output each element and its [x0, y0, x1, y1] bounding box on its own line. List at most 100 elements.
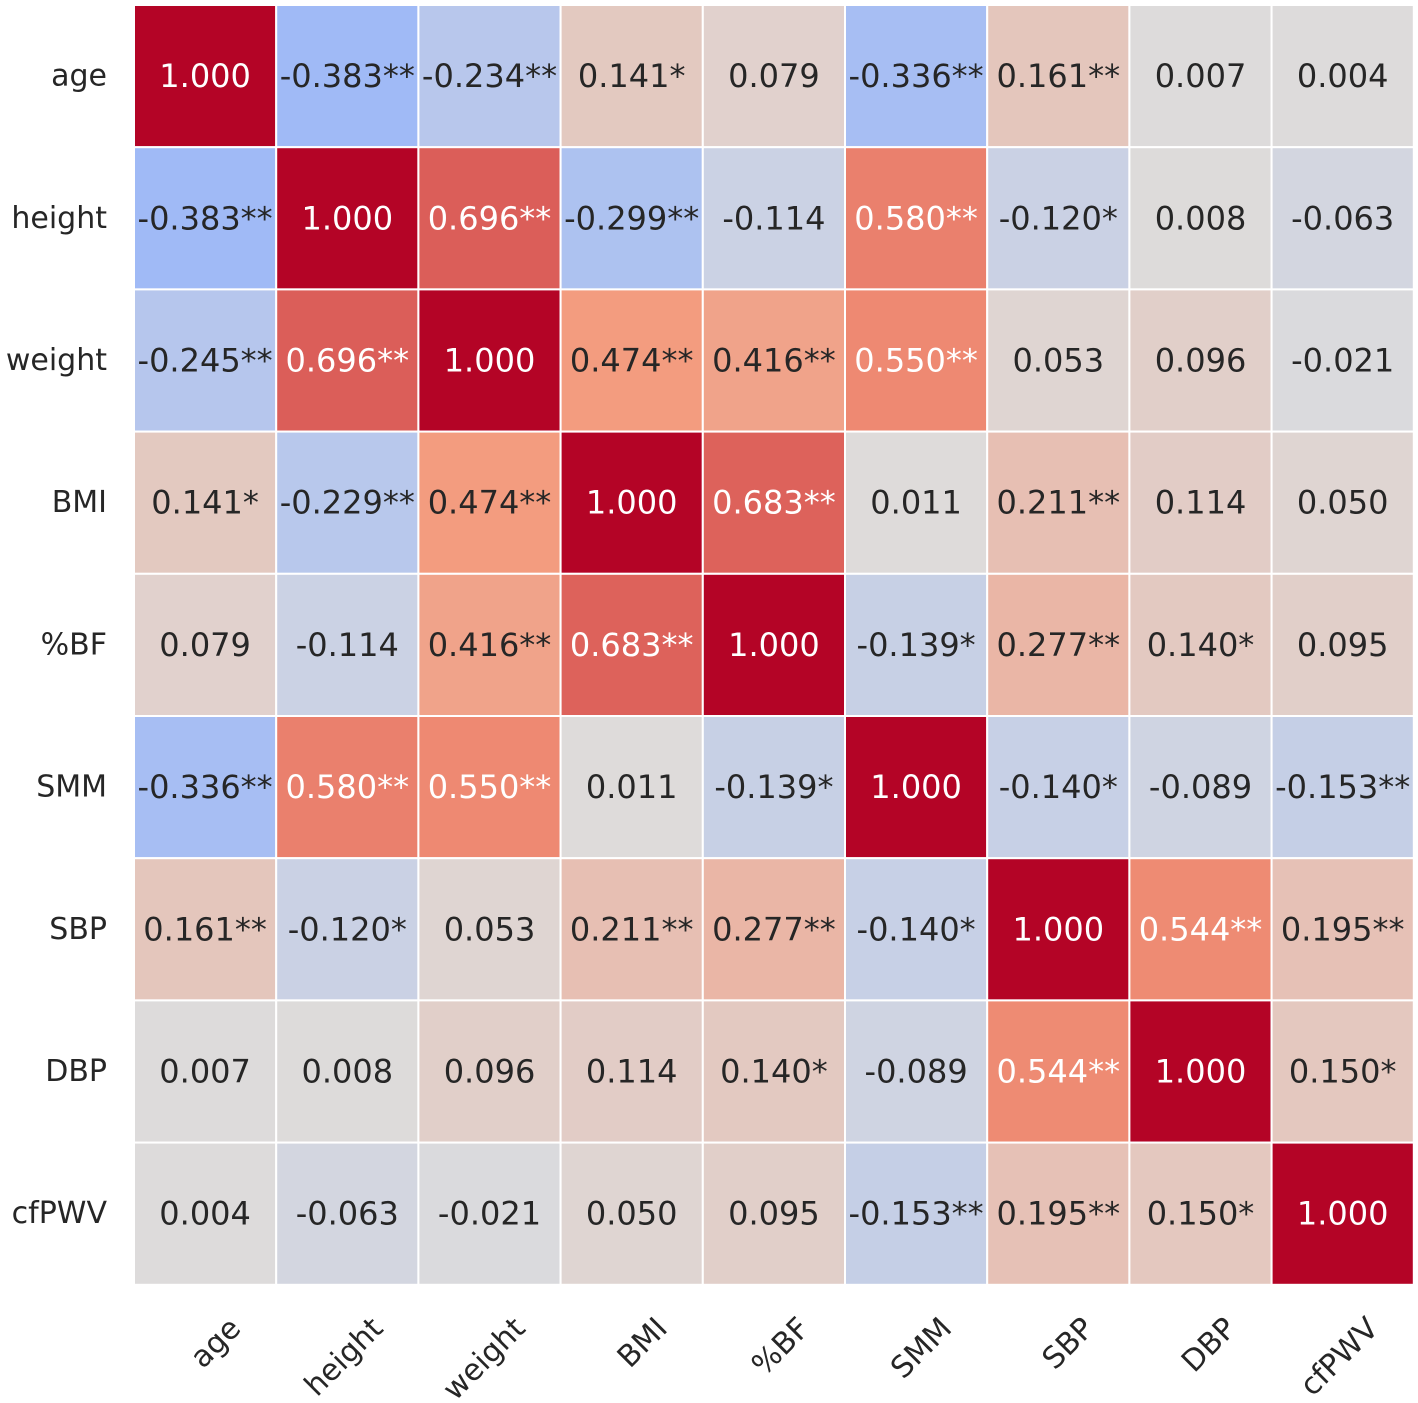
- heatmap-cell-weight-weight: [417, 288, 562, 433]
- heatmap-cell-cfPWV-BMI: [559, 1141, 704, 1286]
- heatmap-cell-weight-SBP: [986, 288, 1131, 433]
- heatmap-cell-%BF-height: [275, 572, 420, 717]
- heatmap-cell-SMM-age: [133, 715, 278, 860]
- cell-annotation: 1.000: [728, 626, 820, 664]
- cell-annotation: 0.095: [728, 1195, 820, 1233]
- cell-annotation: 1.000: [301, 199, 393, 237]
- heatmap-cell-SMM-height: [275, 715, 420, 860]
- cell-annotation: 1.000: [586, 484, 678, 522]
- cell-annotation: -0.383**: [138, 199, 273, 237]
- row-label-height: height: [11, 201, 107, 236]
- cell-annotation: -0.063: [296, 1195, 399, 1233]
- cell-annotation: -0.139*: [714, 768, 833, 806]
- cell-annotation: -0.089: [865, 1053, 968, 1091]
- cell-annotation: -0.120*: [999, 199, 1118, 237]
- heatmap-cell-BMI-height: [275, 430, 420, 575]
- cell-annotation: 0.140*: [1147, 626, 1255, 664]
- column-label-cfPWV: cfPWV: [1293, 1311, 1385, 1403]
- cell-annotation: 0.277**: [996, 626, 1120, 664]
- cell-annotation: 0.544**: [996, 1053, 1120, 1091]
- cell-annotation: -0.153**: [849, 1195, 984, 1233]
- heatmap-cell-cfPWV-age: [133, 1141, 278, 1286]
- cell-annotation: 0.095: [1297, 626, 1389, 664]
- heatmap-cell-DBP-cfPWV: [1270, 999, 1415, 1144]
- cell-annotation: 0.474**: [570, 342, 694, 380]
- heatmap-cell-SMM-weight: [417, 715, 562, 860]
- heatmap-cell-SBP-age: [133, 857, 278, 1002]
- heatmap-cell-weight-cfPWV: [1270, 288, 1415, 433]
- cell-annotation: -0.383**: [280, 57, 415, 95]
- cell-annotation: 1.000: [444, 342, 536, 380]
- cell-annotation: -0.153**: [1275, 768, 1410, 806]
- cell-annotation: 0.050: [1297, 484, 1389, 522]
- column-labels: age height weight BMI %BF SMM SBP DBP cfPWV: [184, 1311, 1386, 1403]
- heatmap-cell-SBP-height: [275, 857, 420, 1002]
- cell-annotation: -0.120*: [288, 910, 407, 948]
- cell-annotation: 0.011: [870, 484, 962, 522]
- cell-annotation: 0.007: [1155, 57, 1247, 95]
- cell-annotation: -0.140*: [999, 768, 1118, 806]
- heatmap-cell-SMM-SMM: [844, 715, 989, 860]
- cell-annotation: 0.150*: [1289, 1053, 1397, 1091]
- heatmap-cell-age-DBP: [1128, 4, 1273, 149]
- heatmap-cell-height-age: [133, 146, 278, 291]
- heatmap-cell-age-weight: [417, 4, 562, 149]
- cell-annotation: 0.096: [444, 1053, 536, 1091]
- cell-annotation: 1.000: [870, 768, 962, 806]
- row-label-DBP: DBP: [45, 1054, 107, 1089]
- heatmap-cell-BMI-BMI: [559, 430, 704, 575]
- heatmap-cell-DBP-SBP: [986, 999, 1131, 1144]
- heatmap-cell-age-age: [133, 4, 278, 149]
- column-label-%BF: %BF: [745, 1311, 817, 1383]
- heatmap-cell-age-BMI: [559, 4, 704, 149]
- heatmap-cell-age-height: [275, 4, 420, 149]
- heatmap-cell-cfPWV-SBP: [986, 1141, 1131, 1286]
- cell-annotation: 0.696**: [285, 342, 409, 380]
- row-label-cfPWV: cfPWV: [12, 1196, 108, 1231]
- cell-annotation: -0.299**: [564, 199, 699, 237]
- cell-annotation: -0.139*: [857, 626, 976, 664]
- cell-annotation: 0.211**: [996, 484, 1120, 522]
- cell-annotation: 0.141*: [578, 57, 686, 95]
- cell-annotation: 0.550**: [428, 768, 552, 806]
- row-label-SMM: SMM: [36, 770, 107, 805]
- cell-annotation: 0.580**: [854, 199, 978, 237]
- heatmap-cell-DBP-BMI: [559, 999, 704, 1144]
- cell-annotation: -0.021: [438, 1195, 541, 1233]
- row-label-%BF: %BF: [41, 627, 107, 662]
- cell-annotation: -0.229**: [280, 484, 415, 522]
- column-label-SMM: SMM: [884, 1311, 959, 1386]
- heatmap-cell-DBP-%BF: [701, 999, 846, 1144]
- heatmap-cell-weight-age: [133, 288, 278, 433]
- heatmap-cell-weight-%BF: [701, 288, 846, 433]
- heatmap-cell-height-SBP: [986, 146, 1131, 291]
- cell-annotation: -0.114: [296, 626, 399, 664]
- cell-annotation: -0.234**: [422, 57, 557, 95]
- cell-annotation: 0.474**: [428, 484, 552, 522]
- cell-annotation: 0.580**: [285, 768, 409, 806]
- cell-annotation: 0.004: [1297, 57, 1389, 95]
- cell-annotation: 0.079: [728, 57, 820, 95]
- cell-annotation: 0.141*: [151, 484, 259, 522]
- heatmap-cell-height-DBP: [1128, 146, 1273, 291]
- cell-annotation: 0.544**: [1139, 910, 1263, 948]
- heatmap-cell-SMM-%BF: [701, 715, 846, 860]
- cell-annotation: 0.011: [586, 768, 678, 806]
- heatmap-cell-%BF-age: [133, 572, 278, 717]
- cell-annotation: 0.195**: [996, 1195, 1120, 1233]
- heatmap-cell-%BF-weight: [417, 572, 562, 717]
- cell-annotation: 0.007: [159, 1053, 251, 1091]
- cell-annotation: 0.004: [159, 1195, 251, 1233]
- cell-annotation: 0.161**: [996, 57, 1120, 95]
- row-labels: age height weight BMI %BF SMM SBP DBP cfPWV: [6, 59, 108, 1232]
- heatmap-cell-SBP-%BF: [701, 857, 846, 1002]
- cell-annotation: 1.000: [1155, 1053, 1247, 1091]
- row-label-SBP: SBP: [49, 912, 107, 947]
- cell-annotation: 1.000: [1012, 910, 1104, 948]
- cell-annotation: -0.063: [1291, 199, 1394, 237]
- cell-annotation: 0.114: [1155, 484, 1247, 522]
- heatmap-cell-cfPWV-cfPWV: [1270, 1141, 1415, 1286]
- cell-annotation: 1.000: [159, 57, 251, 95]
- heatmap-cell-weight-height: [275, 288, 420, 433]
- cell-annotation: -0.245**: [138, 342, 273, 380]
